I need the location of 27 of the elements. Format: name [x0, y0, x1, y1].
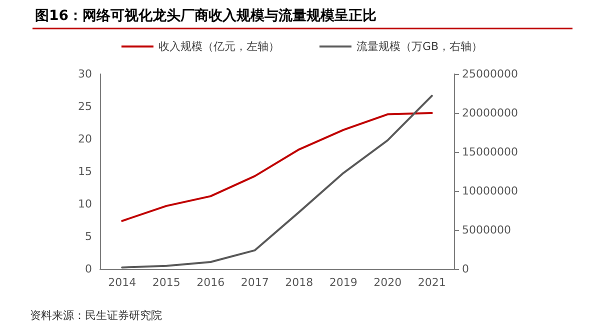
y-tick-label: 30 [78, 68, 92, 80]
y2-tick-label: 10000000 [462, 184, 518, 198]
line-series [121, 112, 433, 222]
legend-label: 收入规模（亿元，左轴） [158, 40, 280, 53]
y-tick-label: 25 [78, 100, 92, 113]
x-tick-label: 2016 [196, 276, 225, 289]
y-tick-label: 20 [78, 132, 92, 146]
y2-tick-label: 0 [462, 262, 469, 276]
x-tick-label: 2015 [152, 276, 180, 289]
legend-label: 流量规模（万GB，右轴） [356, 40, 483, 53]
y2-tick-label: 25000000 [462, 68, 518, 80]
y2-tick-label: 20000000 [462, 106, 518, 120]
text: 资料来源：民生证券研究院 [30, 309, 162, 322]
x-tick-label: 2021 [418, 276, 446, 289]
line-series [121, 94, 433, 268]
x-tick-label: 2018 [285, 276, 314, 289]
y-tick-label: 0 [85, 262, 92, 276]
y2-tick-label: 15000000 [462, 146, 518, 158]
y-tick-label: 10 [78, 198, 92, 210]
x-tick-label: 2020 [374, 276, 402, 289]
y-tick-label: 5 [85, 230, 92, 243]
y2-tick-label: 5000000 [462, 224, 511, 236]
x-tick-label: 2017 [240, 276, 269, 289]
y-tick-label: 15 [78, 165, 92, 178]
x-tick-label: 2019 [329, 276, 358, 289]
x-tick-label: 2014 [108, 276, 136, 289]
chart-title: 图16：网络可视化龙头厂商收入规模与流量规模呈正比 [35, 7, 376, 24]
